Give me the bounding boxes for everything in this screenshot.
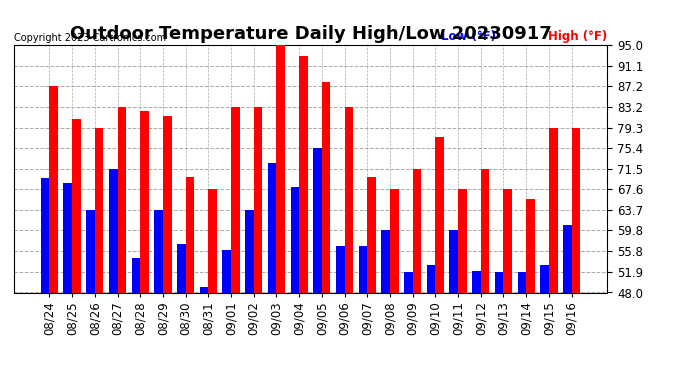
Bar [163, 116, 172, 292]
Bar [504, 189, 512, 292]
Bar [449, 230, 458, 292]
Text: High (°F): High (°F) [548, 30, 607, 42]
Bar [222, 251, 231, 292]
Bar [199, 287, 208, 292]
Bar [245, 210, 254, 292]
Bar [382, 230, 390, 292]
Bar [63, 183, 72, 292]
Bar [413, 169, 422, 292]
Bar [563, 225, 571, 292]
Bar [571, 128, 580, 292]
Bar [117, 107, 126, 292]
Text: Low (°F): Low (°F) [441, 30, 496, 42]
Bar [86, 210, 95, 292]
Bar [458, 189, 466, 292]
Bar [495, 272, 504, 292]
Bar [109, 169, 117, 292]
Bar [390, 189, 399, 292]
Bar [435, 137, 444, 292]
Text: Copyright 2023 Cartronics.com: Copyright 2023 Cartronics.com [14, 33, 166, 42]
Bar [549, 128, 558, 292]
Bar [540, 265, 549, 292]
Bar [41, 178, 50, 292]
Bar [472, 272, 481, 292]
Bar [72, 119, 81, 292]
Bar [518, 272, 526, 292]
Bar [290, 187, 299, 292]
Bar [132, 258, 140, 292]
Bar [277, 45, 285, 292]
Bar [344, 107, 353, 292]
Bar [526, 199, 535, 292]
Bar [186, 177, 195, 292]
Bar [313, 148, 322, 292]
Bar [367, 177, 376, 292]
Bar [268, 164, 277, 292]
Bar [404, 272, 413, 292]
Bar [299, 56, 308, 292]
Bar [336, 246, 344, 292]
Title: Outdoor Temperature Daily High/Low 20230917: Outdoor Temperature Daily High/Low 20230… [70, 26, 551, 44]
Bar [359, 246, 367, 292]
Bar [50, 86, 58, 292]
Bar [481, 169, 489, 292]
Bar [155, 210, 163, 292]
Bar [140, 111, 149, 292]
Bar [95, 128, 103, 292]
Bar [231, 107, 239, 292]
Bar [322, 82, 331, 292]
Bar [254, 107, 262, 292]
Bar [426, 265, 435, 292]
Bar [177, 244, 186, 292]
Bar [208, 189, 217, 292]
